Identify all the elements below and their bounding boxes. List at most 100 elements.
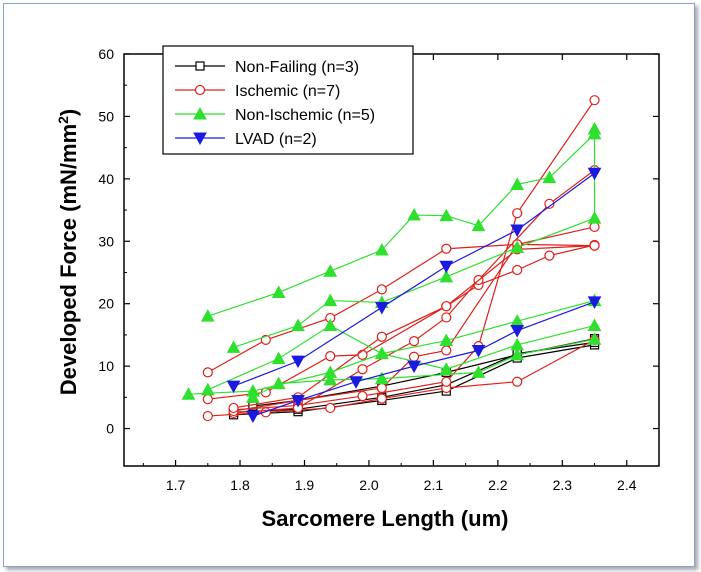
data-point [200, 309, 215, 322]
data-point [589, 240, 600, 251]
data-point [510, 325, 525, 338]
data-point [408, 336, 420, 347]
legend-marker [193, 132, 207, 146]
data-point [510, 224, 525, 238]
data-point [512, 264, 523, 276]
data-point [512, 376, 523, 387]
data-point [202, 394, 213, 405]
y-tick-label: 60 [98, 46, 114, 62]
data-point [374, 346, 389, 360]
x-tick-label: 2.1 [424, 477, 444, 493]
data-point [544, 250, 555, 261]
y-axis-title-sup: 2 [55, 116, 71, 124]
series-line [207, 133, 595, 317]
chart: 1.7 1.8 1.9 2.0 2.1 2.2 2.3 2.4 0 10 20 30 40 50 60 No… [55, 45, 660, 531]
data-point [374, 371, 389, 385]
data-point [439, 333, 454, 347]
data-point [374, 242, 389, 256]
series-line [233, 172, 595, 387]
data-point [512, 208, 523, 219]
y-axis-title-main: Developed Force (mN/mm [56, 124, 81, 395]
series-line [207, 299, 595, 391]
legend-label: Non-Ischemic (n=5) [235, 107, 375, 124]
legend-marker [193, 106, 207, 120]
y-axis-title: Developed Force (mN/mm2) [55, 109, 81, 396]
data-point [226, 380, 241, 394]
series-group [226, 167, 602, 424]
data-point [325, 402, 336, 414]
data-point [407, 208, 421, 221]
figure-frame: 1.7 1.8 1.9 2.0 2.1 2.2 2.3 2.4 0 10 20 30 40 50 60 No… [3, 3, 695, 567]
y-tick-label: 0 [106, 421, 114, 437]
y-tick-label: 20 [98, 296, 114, 312]
data-point [200, 382, 215, 396]
data-point [376, 284, 387, 295]
data-point [441, 312, 452, 323]
data-point [376, 382, 387, 394]
x-tick-label: 2.3 [553, 477, 573, 493]
x-tick-label: 1.8 [230, 477, 250, 493]
data-point [357, 349, 368, 360]
data-point [441, 243, 452, 254]
data-point [349, 376, 363, 389]
series-line [233, 169, 595, 414]
series-line [207, 243, 595, 373]
data-point [587, 167, 602, 181]
legend-label: Ischemic (n=7) [235, 83, 340, 100]
data-point [587, 296, 602, 309]
data-point [542, 170, 557, 184]
data-point [441, 376, 452, 387]
data-point [510, 177, 525, 190]
data-point [439, 269, 454, 283]
series-line [233, 344, 595, 416]
x-tick-label: 1.9 [295, 477, 315, 493]
data-point [439, 208, 454, 222]
data-point [246, 410, 260, 424]
legend-marker [194, 84, 206, 96]
y-tick-label: 10 [98, 358, 114, 374]
x-tick-label: 1.7 [166, 477, 186, 493]
data-point [441, 345, 452, 356]
data-point [323, 372, 338, 386]
data-point [357, 390, 368, 402]
data-point [544, 198, 555, 209]
data-point [439, 260, 454, 274]
data-point [374, 301, 389, 315]
y-tick-label: 40 [98, 171, 114, 187]
plot-area: 1.7 1.8 1.9 2.0 2.1 2.2 2.3 2.4 0 10 20 30 40 50 60 [98, 46, 660, 493]
data-point [587, 121, 602, 135]
data-point [323, 318, 338, 332]
data-point [246, 390, 260, 403]
data-point [589, 95, 600, 106]
legend: Non-Failing (n=3) Ischemic (n=7) Non-Ische… [162, 45, 414, 155]
data-point [587, 332, 602, 345]
data-point [376, 331, 387, 342]
series-line [207, 244, 595, 400]
x-axis-title: Sarcomere Length (um) [262, 506, 509, 531]
series-line [233, 128, 596, 348]
data-point [376, 393, 387, 404]
x-tick-label: 2.0 [359, 477, 379, 493]
legend-label: Non-Failing (n=3) [235, 59, 359, 76]
data-point [471, 345, 486, 358]
y-axis-title-close: ) [56, 109, 81, 116]
data-point [510, 347, 525, 361]
y-tick-label: 50 [98, 108, 114, 124]
data-point [471, 365, 486, 378]
data-point [202, 367, 213, 378]
data-point [589, 221, 600, 233]
series-group [181, 121, 602, 403]
data-point [291, 394, 305, 408]
data-point [323, 264, 338, 277]
data-point [587, 318, 602, 332]
data-point [202, 410, 213, 422]
data-point [271, 351, 286, 365]
x-tick-label: 2.2 [488, 477, 508, 493]
data-point [325, 351, 336, 362]
data-point [271, 376, 286, 390]
data-point [510, 240, 525, 254]
data-point [291, 355, 305, 369]
data-point [471, 218, 486, 232]
series-layer [181, 95, 602, 424]
x-tick-label: 2.4 [617, 477, 637, 493]
